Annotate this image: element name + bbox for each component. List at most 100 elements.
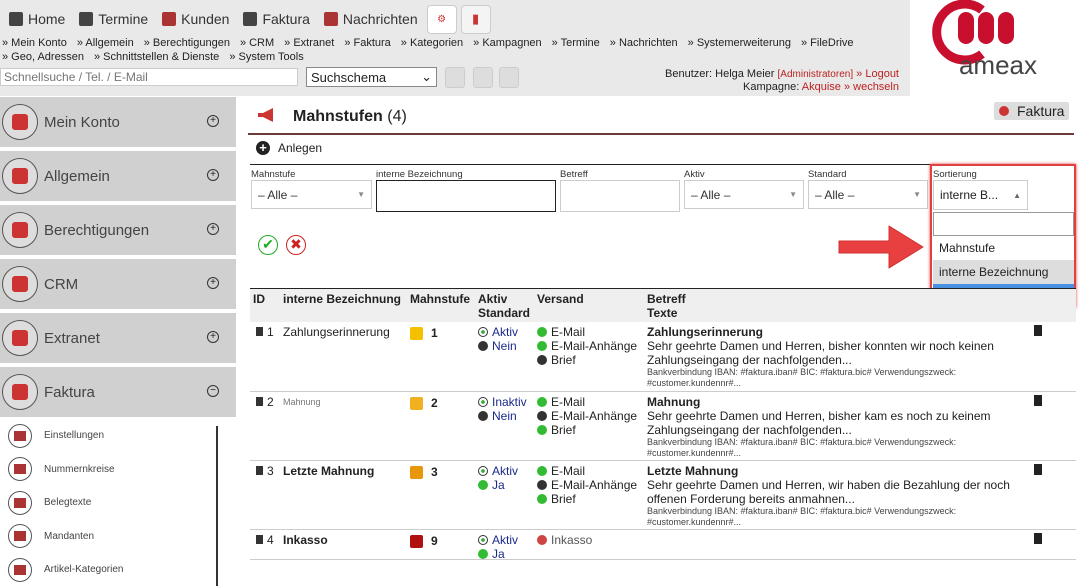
sort-select[interactable]: interne B... ▲ xyxy=(933,180,1028,210)
sidebar-item-berechtigungen[interactable]: Berechtigungen + xyxy=(0,205,236,255)
nav-termine[interactable]: Termine xyxy=(74,5,153,33)
submenu-item-mandanten[interactable]: Mandanten xyxy=(0,520,236,554)
edit-document-icon[interactable] xyxy=(256,327,263,336)
standard-value: Nein xyxy=(492,409,517,423)
create-button[interactable]: + Anlegen xyxy=(256,141,322,155)
nav-kunden[interactable]: Kunden xyxy=(157,5,234,33)
quick-link[interactable]: » CRM xyxy=(239,37,275,49)
filter-value: – Alle – xyxy=(258,187,298,202)
expand-icon[interactable]: + xyxy=(207,277,219,289)
table-row[interactable]: 2 Mahnung 2 Inaktiv Nein E-Mail E-Mail-Anhänge… xyxy=(250,392,1076,461)
filter-mahnstufe-select[interactable]: – Alle – ▼ xyxy=(251,180,372,209)
quick-link[interactable]: » System Tools xyxy=(229,50,304,63)
quick-search-input[interactable] xyxy=(0,68,298,86)
delete-button[interactable] xyxy=(1034,464,1042,478)
wechseln-link[interactable]: » wechseln xyxy=(843,81,899,93)
sort-option-mahnstufe[interactable]: Mahnstufe xyxy=(933,236,1074,260)
expand-icon[interactable]: + xyxy=(207,169,219,181)
edit-document-icon[interactable] xyxy=(256,397,263,406)
filter-betreff-input[interactable] xyxy=(560,180,680,212)
delete-button[interactable] xyxy=(1034,325,1042,339)
quick-link[interactable]: » FileDrive xyxy=(800,37,854,49)
quick-link[interactable]: » Berechtigungen xyxy=(143,37,230,49)
nav-label: Kunden xyxy=(181,11,230,27)
bezeichnung-cell[interactable]: Letzte Mahnung xyxy=(283,464,375,478)
quick-link[interactable]: » Kampagnen xyxy=(473,37,542,49)
collapse-icon[interactable]: − xyxy=(207,385,219,397)
calendar-icon xyxy=(79,12,94,26)
nav-faktura[interactable]: Faktura xyxy=(238,5,314,33)
table-row[interactable]: 3 Letzte Mahnung 3 Aktiv Ja E-Mail E-Mail-Anhä… xyxy=(250,461,1076,530)
submenu-item-nummernkreise[interactable]: Nummernkreise xyxy=(0,453,236,487)
sidebar-item-allgemein[interactable]: Allgemein + xyxy=(0,151,236,201)
quick-link[interactable]: » Systemerweiterung xyxy=(687,37,791,49)
search-products-button[interactable] xyxy=(499,67,519,88)
kampagne-link[interactable]: Akquise xyxy=(801,81,841,93)
col-mahnstufe[interactable]: Mahnstufe xyxy=(410,292,470,306)
bezeichnung-cell[interactable]: Inkasso xyxy=(283,533,328,547)
col-bezeichnung[interactable]: interne Bezeichnung xyxy=(283,292,402,306)
search-customers-button[interactable] xyxy=(445,67,465,88)
settings-button[interactable]: ⚙ xyxy=(426,4,457,34)
quick-link[interactable]: » Schnittstellen & Dienste xyxy=(93,50,220,63)
search-schema-select[interactable]: Suchschema ⌄ xyxy=(306,67,437,87)
expand-icon[interactable]: + xyxy=(207,115,219,127)
edit-document-icon[interactable] xyxy=(256,535,263,544)
sort-search-input[interactable] xyxy=(933,212,1074,236)
section-icon xyxy=(2,212,38,248)
back-faktura-button[interactable]: Faktura xyxy=(994,102,1070,120)
sidebar-label: Extranet xyxy=(44,329,100,347)
apply-filter-button[interactable]: ✔ xyxy=(258,235,278,255)
sidebar-item-crm[interactable]: CRM + xyxy=(0,259,236,309)
bar-chart-icon: ▮ xyxy=(472,11,480,26)
delete-button[interactable] xyxy=(1034,395,1042,409)
row-id: 1 xyxy=(267,325,274,339)
aktiv-value: Inaktiv xyxy=(492,395,527,409)
search-documents-button[interactable] xyxy=(473,67,493,88)
mahnstufe-cell: 3 xyxy=(410,465,438,480)
edit-document-icon[interactable] xyxy=(256,466,263,475)
col-versand[interactable]: Versand xyxy=(537,292,584,306)
filter-standard-select[interactable]: – Alle – ▼ xyxy=(808,180,928,209)
quick-link[interactable]: » Kategorien xyxy=(400,37,464,49)
logout-link[interactable]: » Logout xyxy=(856,68,899,80)
table-row[interactable]: 4 Inkasso 9 Aktiv Ja Inkasso xyxy=(250,530,1076,561)
col-aktiv-standard[interactable]: Aktiv Standard xyxy=(478,292,531,320)
nav-nachrichten[interactable]: Nachrichten xyxy=(319,5,423,33)
quick-link[interactable]: » Nachrichten xyxy=(609,37,678,49)
bezeichnung-cell[interactable]: Mahnung xyxy=(283,397,321,407)
col-id[interactable]: ID xyxy=(253,292,265,306)
user-role[interactable]: [Administratoren] xyxy=(777,69,854,80)
bezeichnung-cell[interactable]: Zahlungserinnerung xyxy=(283,325,390,339)
delete-button[interactable] xyxy=(1034,533,1042,547)
table-row[interactable]: 1 Zahlungserinnerung 1 Aktiv Nein E-Mail E-Mai… xyxy=(250,322,1076,392)
sidebar-item-extranet[interactable]: Extranet + xyxy=(0,313,236,363)
filter-bezeichnung-input[interactable] xyxy=(376,180,556,212)
nav-home[interactable]: Home xyxy=(4,5,70,33)
sidebar-item-mein-konto[interactable]: Mein Konto + xyxy=(0,97,236,147)
filter-aktiv-select[interactable]: – Alle – ▼ xyxy=(684,180,804,209)
mahnstufe-cell: 1 xyxy=(410,326,438,341)
quick-link[interactable]: » Termine xyxy=(551,37,600,49)
expand-icon[interactable]: + xyxy=(207,331,219,343)
versand-cell: E-Mail E-Mail-Anhänge Brief xyxy=(537,325,637,367)
reset-filter-button[interactable]: ✖ xyxy=(286,235,306,255)
check-icon xyxy=(537,397,547,407)
submenu-item-belegtexte[interactable]: Belegtexte xyxy=(0,486,236,520)
submenu-item-artikel-kategorien[interactable]: Artikel-Kategorien xyxy=(0,553,236,587)
quick-link[interactable]: » Geo, Adressen xyxy=(2,50,84,63)
sidebar-item-faktura[interactable]: Faktura − xyxy=(0,367,236,417)
submenu-item-einstellungen[interactable]: Einstellungen xyxy=(0,419,236,453)
statistics-button[interactable]: ▮ xyxy=(460,4,491,34)
sort-option-bezeichnung[interactable]: interne Bezeichnung xyxy=(933,260,1074,284)
quick-link[interactable]: » Extranet xyxy=(284,37,335,49)
quick-link[interactable]: » Faktura xyxy=(344,37,391,49)
col-betreff-texte[interactable]: Betreff Texte xyxy=(647,292,686,320)
quick-link[interactable]: » Allgemein xyxy=(76,37,134,49)
document-icon xyxy=(243,12,258,26)
versand-cell: Inkasso xyxy=(537,533,592,547)
betreff-cell: Mahnung Sehr geehrte Damen und Herren, bi… xyxy=(647,395,1017,459)
expand-icon[interactable]: + xyxy=(207,223,219,235)
submenu-scrollbar[interactable] xyxy=(216,426,218,586)
quick-link[interactable]: » Mein Konto xyxy=(2,37,67,49)
